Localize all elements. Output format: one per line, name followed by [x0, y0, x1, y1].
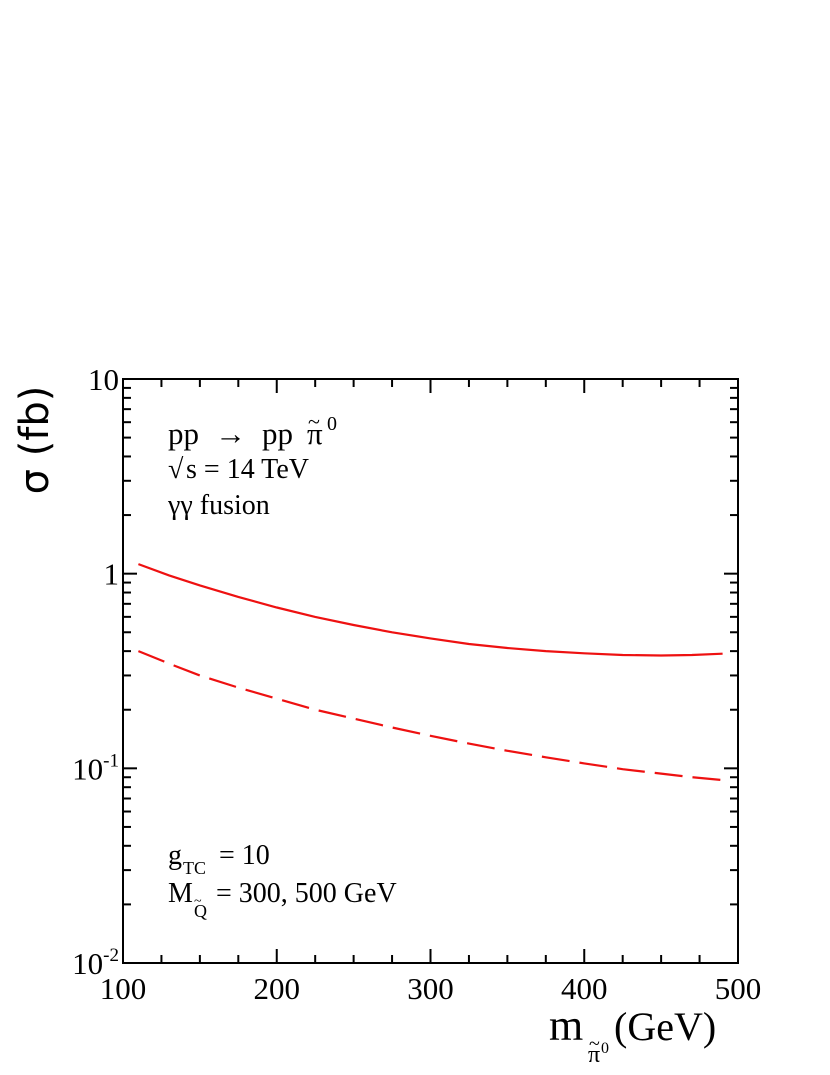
svg-text:pp: pp [168, 416, 199, 451]
x-tick-label: 300 [407, 971, 454, 1006]
y-tick-label: 10-1 [72, 750, 119, 786]
x-tick-label: 400 [561, 971, 608, 1006]
axis-ticks [122, 378, 739, 964]
x-axis-label-tilde: ~ [589, 1033, 600, 1055]
svg-text:(GeV): (GeV) [614, 1004, 716, 1049]
x-tick-labels: 100 200 300 400 500 [100, 971, 762, 1006]
series-line-dashed [137, 650, 723, 782]
svg-text:Q: Q [194, 901, 207, 921]
mass-annotation: M ~ Q = 300, 500 GeV [168, 878, 397, 921]
svg-text:→: → [215, 416, 246, 451]
process-annotation: pp → pp ~ π 0 [168, 409, 337, 451]
svg-text:m: m [549, 1001, 583, 1050]
y-tick-label: 10 [88, 362, 119, 397]
x-tick-label: 500 [715, 971, 762, 1006]
mass-tilde: ~ [194, 894, 202, 909]
svg-text:g: g [168, 840, 182, 871]
svg-text:= 300, 500 GeV: = 300, 500 GeV [216, 878, 397, 909]
y-tick-labels: 10-2 10-1 1 10 [72, 362, 119, 981]
y-tick-label: 1 [104, 557, 120, 592]
series-line-solid [138, 563, 723, 657]
svg-text:pp: pp [262, 416, 293, 451]
x-tick-label: 100 [100, 971, 147, 1006]
y-axis-label: σ (fb) [12, 386, 58, 495]
svg-text:π: π [588, 1042, 600, 1068]
svg-text:= 10: = 10 [219, 840, 270, 871]
coupling-annotation: g TC = 10 [168, 840, 270, 878]
x-tick-label: 200 [254, 971, 301, 1006]
svg-text:π: π [307, 416, 323, 451]
energy-annotation: √ s = 14 TeV [168, 454, 309, 485]
y-tick-label: 10-2 [72, 945, 119, 981]
svg-text:√: √ [168, 454, 184, 485]
svg-text:M: M [168, 878, 193, 909]
fusion-annotation: γγ fusion [167, 490, 270, 521]
svg-text:TC: TC [183, 858, 206, 878]
svg-text:s = 14 TeV: s = 14 TeV [186, 454, 309, 485]
series-lines [137, 563, 723, 782]
x-axis-label: m ~ π 0 (GeV) [549, 1001, 716, 1068]
svg-text:0: 0 [327, 413, 337, 435]
svg-text:0: 0 [601, 1040, 609, 1057]
process-tilde: ~ [308, 409, 320, 434]
